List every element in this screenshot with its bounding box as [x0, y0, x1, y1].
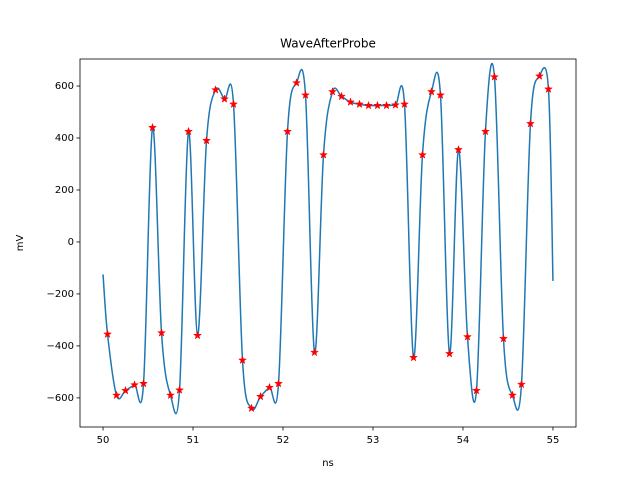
sample-marker [390, 100, 401, 109]
sample-marker [309, 347, 320, 357]
sample-marker [498, 333, 509, 343]
x-tick-label: 51 [187, 435, 200, 446]
x-tick-label: 53 [367, 435, 380, 446]
sample-marker [372, 100, 383, 110]
sample-marker [489, 72, 500, 81]
x-axis-label: ns [322, 458, 334, 469]
sample-marker [381, 100, 392, 110]
sample-marker [246, 403, 257, 413]
plot-frame [79, 58, 577, 428]
sample-marker [444, 348, 455, 358]
sample-marker [318, 150, 329, 159]
sample-marker [453, 144, 464, 154]
sample-marker [399, 99, 410, 109]
sample-marker [426, 86, 437, 96]
sample-marker [327, 86, 338, 96]
y-tick-label: −400 [47, 341, 74, 352]
sample-marker [480, 126, 491, 136]
y-tick-label: 400 [55, 133, 74, 144]
x-tick-label: 55 [547, 435, 560, 446]
y-tick-label: −600 [47, 393, 74, 404]
sample-marker [462, 332, 473, 341]
wave-line [102, 62, 554, 415]
sample-marker [255, 391, 266, 401]
sample-marker [112, 390, 122, 400]
y-tick-label: 0 [68, 237, 74, 248]
x-tick-label: 50 [97, 435, 110, 446]
sample-marker [543, 84, 553, 93]
sample-marker [507, 390, 517, 400]
y-tick-label: −200 [47, 289, 74, 300]
sample-marker [291, 78, 302, 87]
sample-marker [336, 91, 347, 101]
sample-marker [147, 122, 158, 132]
sample-marker [121, 385, 131, 395]
sample-marker [165, 390, 176, 400]
chart-title: WaveAfterProbe [280, 37, 376, 51]
sample-marker [210, 85, 221, 94]
sample-marker [183, 126, 194, 136]
sample-marker [534, 71, 544, 81]
sample-marker [345, 97, 356, 106]
sample-marker [264, 382, 275, 392]
sample-marker [363, 100, 374, 110]
sample-marker [219, 94, 230, 103]
sample-marker [139, 378, 149, 388]
sample-marker [192, 330, 203, 340]
y-tick-label: 600 [55, 81, 74, 92]
sample-marker [237, 355, 248, 365]
sample-marker [282, 126, 293, 136]
sample-marker [300, 90, 311, 99]
sample-marker [103, 329, 113, 339]
sample-marker [156, 328, 167, 337]
sample-marker [417, 150, 428, 159]
sample-marker [471, 385, 482, 395]
sample-marker [516, 379, 526, 389]
sample-marker [408, 352, 419, 362]
y-tick-label: 200 [55, 185, 74, 196]
sample-marker [354, 99, 365, 109]
sample-marker [273, 378, 284, 388]
y-axis-label: mV [15, 235, 26, 252]
x-tick-label: 54 [457, 435, 470, 446]
x-tick-label: 52 [277, 435, 290, 446]
sample-marker [174, 385, 185, 394]
sample-marker [435, 90, 446, 99]
sample-marker [130, 380, 140, 389]
sample-marker [525, 118, 535, 128]
sample-marker [228, 99, 239, 109]
sample-marker [201, 135, 212, 145]
